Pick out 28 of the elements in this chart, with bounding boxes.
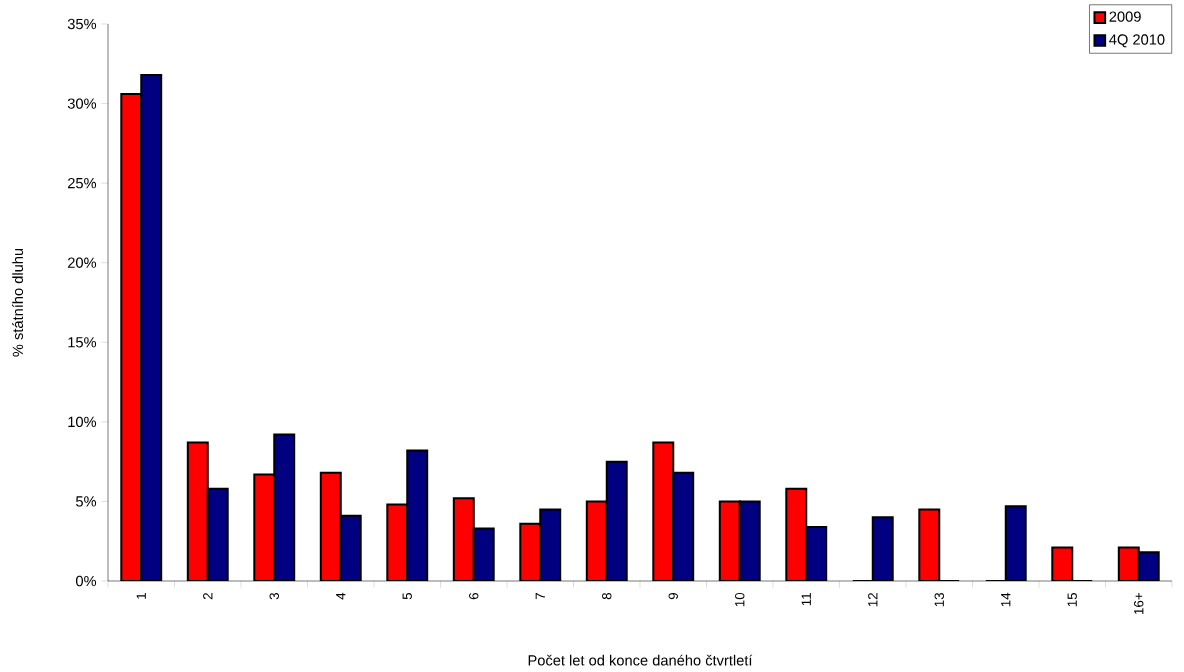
y-tick-label: 5% (76, 496, 97, 507)
x-tick-label: 14 (1001, 592, 1011, 607)
y-tick-label: 0% (75, 575, 97, 587)
x-tick-label: 11 (801, 593, 811, 606)
y-axis-title: % státního dluhu (12, 248, 24, 357)
x-tick-label: 10 (735, 592, 745, 607)
y-tick-label: 20% (68, 257, 97, 268)
x-tick-label: 13 (934, 592, 944, 607)
y-tick-label: 30% (67, 98, 97, 109)
x-tick-label: 16+ (1134, 593, 1144, 614)
y-tick-label: 10% (68, 416, 97, 428)
legend-label: 2009 (1109, 11, 1141, 22)
x-tick-label: 15 (1067, 592, 1077, 607)
x-tick-label: 3 (269, 592, 279, 600)
x-tick-label: 9 (668, 593, 678, 600)
legend-label: 4Q 2010 (1109, 34, 1165, 48)
x-tick-label: 6 (469, 592, 479, 600)
x-tick-label: 4 (336, 592, 346, 600)
x-axis-title: Počet let od konce daného čtvrtletí (528, 654, 753, 666)
x-tick-label: 5 (402, 592, 412, 600)
x-tick-label: 2 (203, 593, 213, 600)
y-tick-label: 25% (68, 177, 97, 189)
y-tick-label: 35% (67, 18, 97, 30)
x-tick-label: 12 (868, 593, 878, 607)
x-tick-label: 1 (136, 593, 146, 599)
x-tick-label: 7 (535, 593, 545, 600)
y-tick-label: 15% (68, 337, 97, 348)
x-tick-label: 8 (602, 592, 612, 600)
